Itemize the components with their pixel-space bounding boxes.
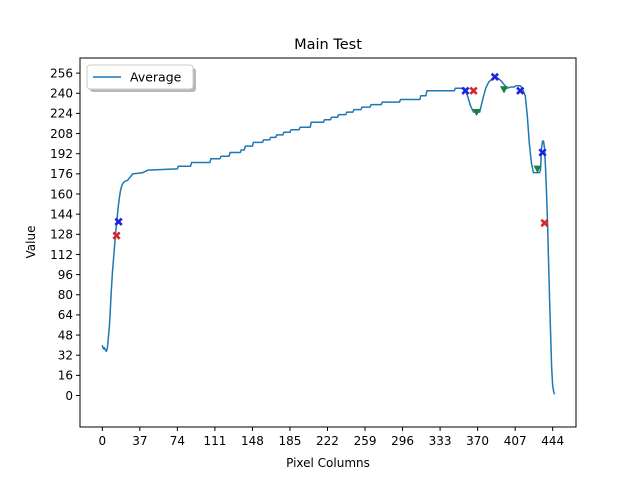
x-tick-label: 296: [391, 434, 414, 448]
y-tick-label: 256: [50, 66, 73, 80]
x-tick-label: 259: [354, 434, 377, 448]
legend-box: [86, 64, 194, 90]
x-tick-label: 148: [241, 434, 264, 448]
x-tick-label: 333: [429, 434, 452, 448]
x-tick-label: 0: [98, 434, 106, 448]
y-tick-label: 176: [50, 167, 73, 181]
y-tick-label: 144: [50, 207, 73, 221]
x-axis-label: Pixel Columns: [286, 456, 370, 470]
y-tick-label: 96: [58, 268, 73, 282]
green-triangle-marker: [533, 165, 542, 173]
chart-title: Main Test: [294, 37, 362, 53]
x-tick-label: 37: [132, 434, 147, 448]
y-tick-label: 160: [50, 187, 73, 201]
y-tick-label: 0: [65, 389, 73, 403]
red-x-marker: [540, 218, 549, 228]
legend-label-average: Average: [130, 70, 182, 85]
x-tick-label: 185: [279, 434, 302, 448]
x-tick-label: 407: [504, 434, 527, 448]
y-tick-label: 224: [50, 107, 73, 121]
y-tick-label: 32: [58, 349, 73, 363]
x-tick-label: 111: [203, 434, 226, 448]
y-tick-label: 48: [58, 328, 73, 342]
red-x-marker: [112, 231, 121, 240]
y-tick-label: 80: [58, 288, 73, 302]
x-tick-label: 74: [170, 434, 185, 448]
red-x-marker: [469, 86, 478, 95]
y-axis-label: Value: [24, 226, 38, 259]
blue-x-marker: [490, 72, 499, 82]
plot-area: [101, 72, 556, 395]
x-tick-label: 370: [466, 434, 489, 448]
x-tick-label: 444: [541, 434, 564, 448]
blue-x-marker: [538, 148, 547, 157]
y-tick-label: 64: [58, 308, 73, 322]
axes-frame: [79, 57, 577, 428]
green-triangle-marker: [472, 108, 481, 117]
y-tick-label: 208: [50, 127, 73, 141]
y-tick-label: 128: [50, 228, 73, 242]
y-tick-label: 16: [58, 369, 73, 383]
series-line-average: [101, 76, 556, 395]
blue-x-marker: [516, 86, 525, 95]
legend: Average: [86, 64, 196, 92]
green-triangle-marker: [499, 86, 508, 94]
axes: 0 37 74 111 148 185 222 259 296 333 370 407 444 0 16 32…: [50, 57, 577, 448]
blue-x-marker: [461, 86, 470, 95]
y-tick-label: 112: [50, 248, 73, 262]
y-tick-label: 240: [50, 87, 73, 101]
y-tick-label: 192: [50, 147, 73, 161]
x-tick-label: 222: [316, 434, 339, 448]
blue-x-marker: [114, 217, 123, 226]
